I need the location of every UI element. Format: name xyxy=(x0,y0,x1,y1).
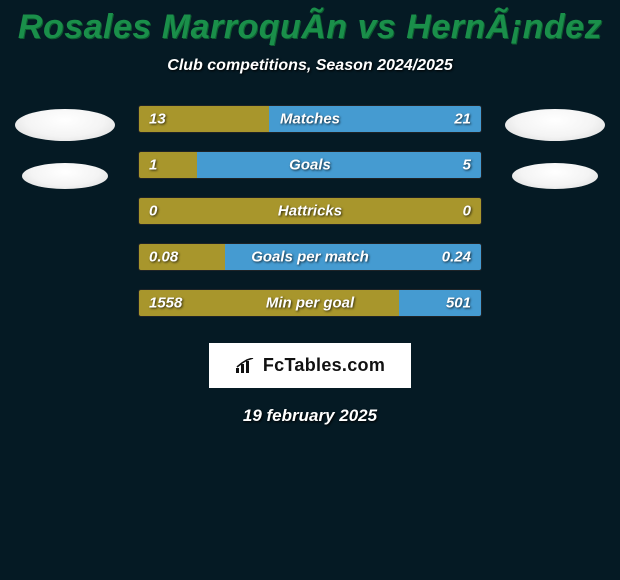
bar-label: Matches xyxy=(280,111,340,128)
stat-bar: 0.08 0.24 Goals per match xyxy=(138,243,482,271)
right-avatars xyxy=(500,105,610,189)
stat-bar: 13 21 Matches xyxy=(138,105,482,133)
bar-left-value: 13 xyxy=(149,111,166,128)
bar-left-value: 1 xyxy=(149,157,157,174)
bar-label: Min per goal xyxy=(266,295,354,312)
avatar-left-2 xyxy=(22,163,108,189)
bar-label: Goals per match xyxy=(251,249,369,266)
subtitle: Club competitions, Season 2024/2025 xyxy=(167,57,452,75)
bar-left-value: 0.08 xyxy=(149,249,178,266)
bar-right-value: 0.24 xyxy=(442,249,471,266)
stats-area: 13 21 Matches 1 5 Goals 0 0 Hattricks 0.08 0.24 Goa… xyxy=(0,105,620,317)
stat-bar: 1558 501 Min per goal xyxy=(138,289,482,317)
date: 19 february 2025 xyxy=(243,406,377,426)
brand-box: FcTables.com xyxy=(209,343,411,388)
page-title: Rosales MarroquÃ­n vs HernÃ¡ndez xyxy=(18,8,602,47)
bar-right-value: 501 xyxy=(446,295,471,312)
avatar-right-2 xyxy=(512,163,598,189)
bar-seg-right xyxy=(197,152,481,178)
bar-seg-left xyxy=(139,152,197,178)
bar-right-value: 5 xyxy=(463,157,471,174)
bar-left-value: 1558 xyxy=(149,295,182,312)
avatar-left-1 xyxy=(15,109,115,141)
brand-text: FcTables.com xyxy=(263,355,385,376)
stat-bar: 0 0 Hattricks xyxy=(138,197,482,225)
bar-label: Goals xyxy=(289,157,331,174)
bar-label: Hattricks xyxy=(278,203,342,220)
stat-bar: 1 5 Goals xyxy=(138,151,482,179)
avatar-right-1 xyxy=(505,109,605,141)
bar-right-value: 0 xyxy=(463,203,471,220)
left-avatars xyxy=(10,105,120,189)
bar-left-value: 0 xyxy=(149,203,157,220)
chart-icon xyxy=(235,358,255,374)
stat-bars: 13 21 Matches 1 5 Goals 0 0 Hattricks 0.08 0.24 Goa… xyxy=(138,105,482,317)
bar-right-value: 21 xyxy=(454,111,471,128)
